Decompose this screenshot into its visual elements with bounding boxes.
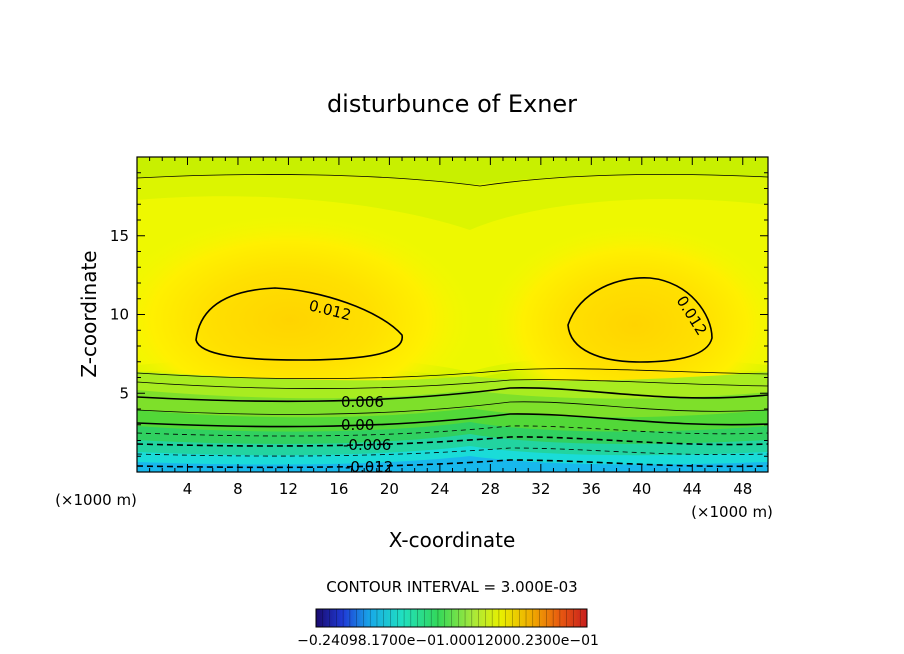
contour-interval-text: CONTOUR INTERVAL = 3.000E-03 bbox=[326, 578, 577, 596]
y-axis-label: Z-coordinate bbox=[77, 250, 101, 377]
contour-line-000 bbox=[137, 413, 768, 428]
contour-label: 0.00 bbox=[341, 416, 374, 434]
x-tick-label: 40 bbox=[632, 480, 651, 498]
x-axis-unit-left: (×1000 m) bbox=[55, 491, 137, 509]
colorbar: −0.24098.1700e−01.00012000.2300e−01 bbox=[297, 608, 599, 649]
contour-line-neg0006 bbox=[137, 436, 768, 447]
colorbar-labels: −0.24098.1700e−01.00012000.2300e−01 bbox=[297, 633, 599, 649]
contour-line-upper-band-2 bbox=[137, 379, 768, 389]
contour-line-0012-right bbox=[567, 277, 713, 363]
contour-line-top bbox=[137, 174, 768, 187]
contour-line-upper-band bbox=[137, 368, 768, 380]
yellow-blob-left bbox=[137, 215, 475, 425]
contour-line-0006 bbox=[137, 387, 768, 403]
y-tick-label: 5 bbox=[119, 384, 129, 402]
colorbar-ticks bbox=[322, 609, 581, 627]
x-tick-label: 20 bbox=[380, 480, 399, 498]
contour-label: 0.006 bbox=[341, 393, 384, 411]
contour-lines bbox=[137, 174, 768, 469]
y-tick-label: 15 bbox=[110, 227, 129, 245]
x-tick-label: 16 bbox=[329, 480, 348, 498]
chart-title: disturbunce of Exner bbox=[327, 90, 577, 118]
x-tick-label: 12 bbox=[279, 480, 298, 498]
contour-label: -0.006 bbox=[343, 436, 391, 454]
x-tick-label: 36 bbox=[582, 480, 601, 498]
x-tick-label: 48 bbox=[733, 480, 752, 498]
x-axis-label: X-coordinate bbox=[389, 528, 516, 552]
y-tick-label: 10 bbox=[110, 306, 129, 324]
contour-label: -0.012 bbox=[345, 458, 393, 476]
x-axis-unit-right: (×1000 m) bbox=[691, 503, 773, 521]
x-tick-label: 28 bbox=[481, 480, 500, 498]
contour-line-neg2 bbox=[137, 447, 768, 457]
x-tick-label: 8 bbox=[233, 480, 243, 498]
contour-line-neg0012 bbox=[137, 459, 768, 469]
yellow-blob-right bbox=[485, 225, 768, 425]
contour-line-neg1 bbox=[137, 425, 768, 437]
contour-line-mid bbox=[137, 401, 768, 415]
y-axis: 5 10 15 bbox=[110, 172, 768, 457]
plot-area bbox=[137, 157, 768, 472]
contour-line-0012-left bbox=[195, 287, 403, 361]
x-tick-label: 32 bbox=[531, 480, 550, 498]
x-axis: 4 8 12 16 20 24 28 32 36 40 44 48 bbox=[149, 157, 756, 498]
x-tick-label: 24 bbox=[430, 480, 449, 498]
x-tick-label: 44 bbox=[683, 480, 702, 498]
x-tick-label: 4 bbox=[183, 480, 193, 498]
